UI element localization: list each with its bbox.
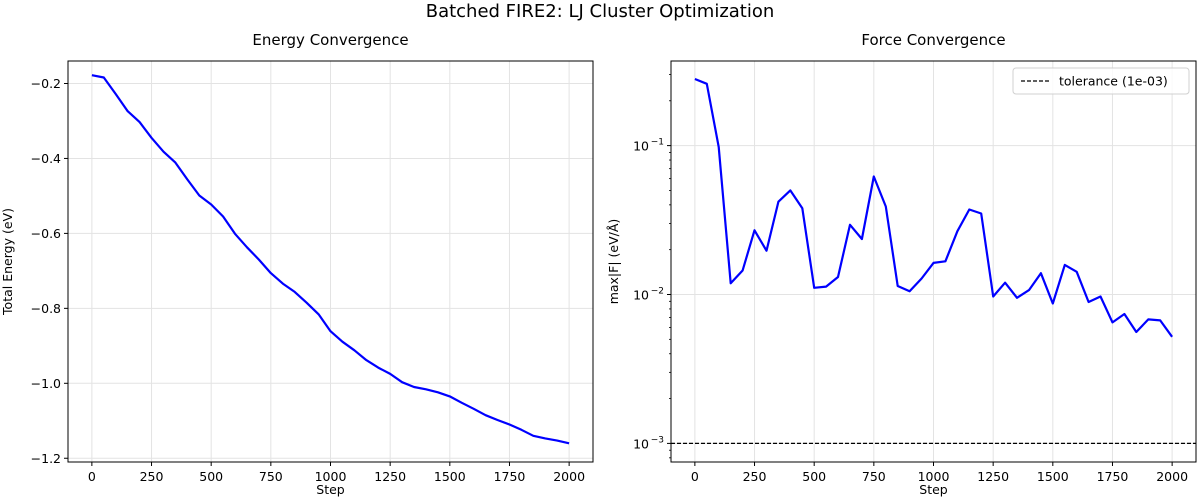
y-tick-label-exponent: −2 (651, 287, 664, 297)
y-tick-label: −1.2 (31, 451, 61, 466)
legend-label: tolerance (1e-03) (1059, 74, 1168, 89)
y-tick-label: 10 (633, 139, 649, 154)
x-tick-label: 0 (691, 469, 699, 484)
y-tick-label: −0.2 (31, 76, 61, 91)
x-tick-label: 500 (802, 469, 826, 484)
x-tick-label: 1250 (374, 469, 406, 484)
force-plot-axes: 0 250 500 750 1000 1250 1500 1750 200010−310−210… (606, 60, 1197, 497)
x-tick-label: 750 (259, 469, 283, 484)
y-tick-label-exponent: −1 (651, 138, 664, 148)
y-tick-label: −0.4 (31, 151, 61, 166)
y-tick-label: 10 (633, 436, 649, 451)
figure-suptitle: Batched FIRE2: LJ Cluster Optimization (425, 1, 775, 22)
y-axis-label: Total Energy (eV) (0, 208, 15, 316)
x-tick-label: 1000 (918, 469, 950, 484)
x-tick-label: 1500 (1037, 469, 1069, 484)
y-tick-label: −0.8 (31, 301, 61, 316)
x-tick-label: 750 (862, 469, 886, 484)
x-tick-label: 250 (140, 469, 164, 484)
x-tick-label: 0 (88, 469, 96, 484)
x-axis-label: Step (316, 482, 345, 497)
x-tick-label: 1750 (494, 469, 526, 484)
force-plot-title: Force Convergence (861, 31, 1006, 49)
energy-plot-title: Energy Convergence (252, 31, 409, 49)
x-tick-label: 500 (199, 469, 223, 484)
x-axis-label: Step (919, 482, 948, 497)
x-tick-label: 250 (743, 469, 767, 484)
y-tick-label: 10 (633, 288, 649, 303)
y-tick-label: −0.6 (31, 226, 61, 241)
x-tick-label: 1000 (315, 469, 347, 484)
y-tick-label: −1.0 (31, 376, 61, 391)
data-series-line (91, 74, 570, 445)
y-axis-label: max|F| (eV/Å) (606, 219, 621, 305)
legend-box (1012, 67, 1190, 95)
data-series-line (694, 77, 1173, 338)
energy-plot-axes: 0 250 500 750 1000 1250 1500 1750 2000 −1.2 −1.0 −0… (0, 60, 594, 497)
x-tick-label: 1500 (434, 469, 466, 484)
x-tick-label: 1750 (1097, 469, 1129, 484)
x-tick-label: 2000 (553, 469, 585, 484)
y-tick-label-exponent: −3 (651, 435, 664, 445)
x-tick-label: 2000 (1156, 469, 1188, 484)
x-tick-label: 1250 (977, 469, 1009, 484)
